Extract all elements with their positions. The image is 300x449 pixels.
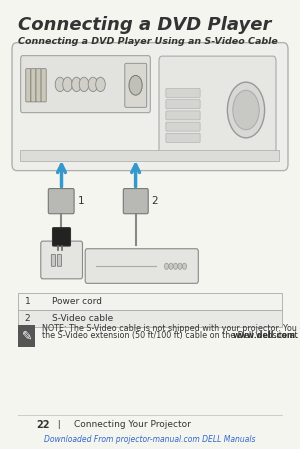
FancyBboxPatch shape [166, 100, 200, 109]
Circle shape [129, 75, 142, 95]
Bar [20, 150, 279, 161]
Text: 1: 1 [25, 297, 30, 306]
Circle shape [72, 77, 81, 92]
FancyBboxPatch shape [26, 69, 31, 102]
Circle shape [79, 77, 89, 92]
FancyBboxPatch shape [166, 122, 200, 131]
FancyBboxPatch shape [31, 69, 36, 102]
Circle shape [164, 263, 169, 269]
FancyBboxPatch shape [52, 228, 70, 246]
FancyBboxPatch shape [85, 249, 198, 283]
FancyBboxPatch shape [21, 56, 150, 113]
Circle shape [88, 77, 98, 92]
Text: NOTE: The S-Video cable is not shipped with your projector. You can purchase: NOTE: The S-Video cable is not shipped w… [42, 324, 300, 333]
FancyBboxPatch shape [159, 56, 276, 159]
Text: |: | [52, 420, 67, 429]
Text: Connecting Your Projector: Connecting Your Projector [74, 420, 190, 429]
FancyBboxPatch shape [12, 43, 288, 171]
FancyBboxPatch shape [48, 189, 74, 214]
Text: 22: 22 [36, 420, 50, 430]
FancyBboxPatch shape [57, 255, 62, 266]
FancyBboxPatch shape [123, 189, 148, 214]
FancyBboxPatch shape [41, 241, 82, 279]
FancyBboxPatch shape [125, 63, 147, 107]
Circle shape [55, 77, 65, 92]
FancyBboxPatch shape [166, 111, 200, 120]
Circle shape [96, 77, 105, 92]
Text: Downloaded From projector-manual.com DELL Manuals: Downloaded From projector-manual.com DEL… [44, 435, 256, 444]
Text: the S-Video extension (50 ft/100 ft) cable on the Dell website at: the S-Video extension (50 ft/100 ft) cab… [42, 331, 300, 340]
Circle shape [182, 263, 187, 269]
Circle shape [227, 82, 265, 138]
Circle shape [169, 263, 173, 269]
Text: S-Video cable: S-Video cable [52, 314, 114, 323]
Text: www.dell.com.: www.dell.com. [232, 331, 299, 340]
Bar [18, 293, 282, 310]
Bar [18, 325, 35, 347]
FancyBboxPatch shape [51, 255, 56, 266]
Bar [18, 310, 282, 327]
FancyBboxPatch shape [41, 69, 46, 102]
Text: Power cord: Power cord [52, 297, 103, 306]
Text: Connecting a DVD Player: Connecting a DVD Player [18, 16, 272, 34]
Text: Connecting a DVD Player Using an S-Video Cable: Connecting a DVD Player Using an S-Video… [18, 37, 278, 46]
Text: 2: 2 [152, 196, 158, 206]
Circle shape [233, 90, 259, 130]
Text: 2: 2 [25, 314, 30, 323]
Text: 1: 1 [77, 196, 84, 206]
FancyBboxPatch shape [166, 88, 200, 97]
Circle shape [63, 77, 72, 92]
Circle shape [173, 263, 178, 269]
FancyBboxPatch shape [36, 69, 41, 102]
Circle shape [178, 263, 182, 269]
FancyBboxPatch shape [166, 133, 200, 142]
Text: ✎: ✎ [22, 330, 32, 342]
